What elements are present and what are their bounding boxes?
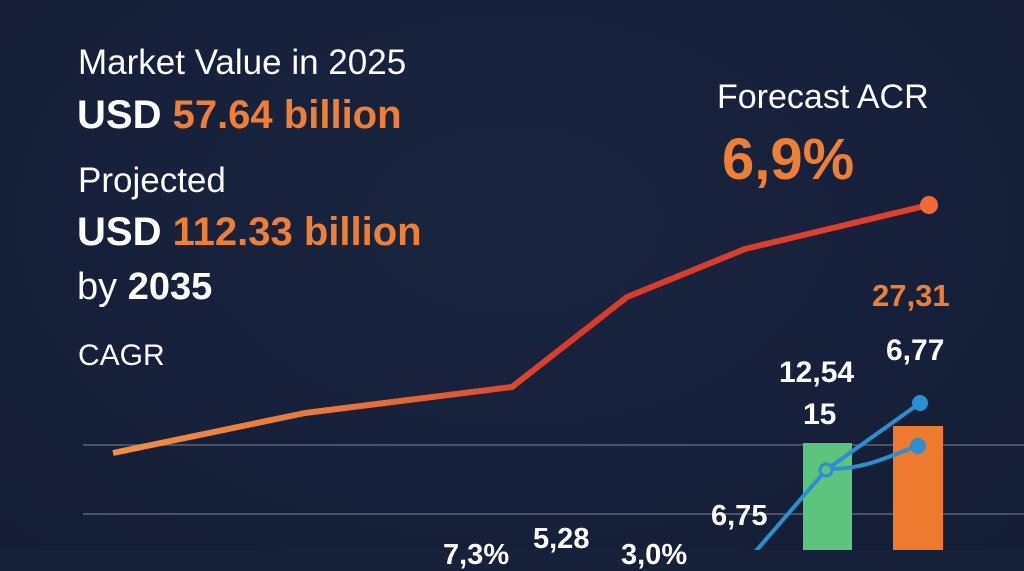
- blue-node: [818, 462, 834, 478]
- market-value-amount: 57.64 billion: [172, 93, 402, 137]
- market-value-label: Market Value in 2025: [78, 43, 407, 82]
- cagr-label: CAGR: [78, 339, 165, 372]
- label-6-77: 6,77: [886, 334, 945, 367]
- forecast-value: 6,9%: [722, 127, 855, 192]
- blue-endpoint-mid: [910, 438, 926, 454]
- bar-green: [803, 443, 852, 550]
- projected-year-line: by 2035: [77, 268, 212, 306]
- blue-branch: [831, 444, 919, 471]
- label-5-28: 5,28: [533, 523, 590, 555]
- label-6-75: 6,75: [711, 500, 768, 532]
- projected-value-line: USD 112.33 billion: [77, 212, 422, 252]
- trend-line: [112, 202, 930, 456]
- forecast-label: Forecast ACR: [717, 78, 929, 116]
- label-27-31: 27,31: [872, 278, 950, 313]
- label-15: 15: [803, 398, 837, 431]
- market-value-prefix: USD: [77, 93, 162, 137]
- blue-endpoint-top: [912, 395, 928, 411]
- market-value-line: USD 57.64 billion: [77, 95, 402, 135]
- by-year: 2035: [127, 266, 213, 308]
- projected-amount: 112.33 billion: [172, 210, 422, 254]
- label-cut-left: 7,3%: [443, 539, 510, 571]
- background: [0, 0, 1024, 550]
- chart-canvas: [83, 196, 1024, 550]
- projected-label: Projected: [78, 161, 226, 200]
- projected-prefix: USD: [77, 210, 162, 254]
- trend-endpoint: [920, 196, 938, 214]
- by-label: by: [77, 266, 118, 308]
- label-12-54: 12,54: [779, 356, 855, 389]
- label-cut-right: 3,0%: [621, 539, 688, 571]
